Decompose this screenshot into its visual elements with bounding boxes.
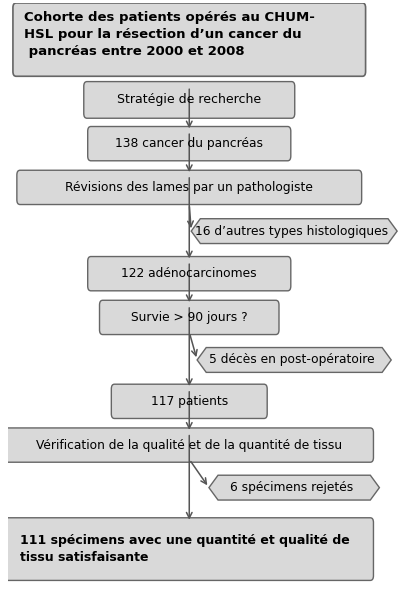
Text: Stratégie de recherche: Stratégie de recherche [117,93,261,106]
FancyBboxPatch shape [88,127,290,161]
Text: 6 spécimens rejetés: 6 spécimens rejetés [230,481,353,494]
Text: Vérification de la qualité et de la quantité de tissu: Vérification de la qualité et de la quan… [36,439,342,451]
Text: 111 spécimens avec une quantité et qualité de
tissu satisfaisante: 111 spécimens avec une quantité et quali… [20,534,349,564]
FancyBboxPatch shape [13,3,365,76]
FancyBboxPatch shape [17,170,361,205]
Polygon shape [209,475,378,500]
FancyBboxPatch shape [5,518,373,580]
FancyBboxPatch shape [83,82,294,118]
Text: Cohorte des patients opérés au CHUM-
HSL pour la résection d’un cancer du
 pancr: Cohorte des patients opérés au CHUM- HSL… [24,11,314,59]
Text: Survie > 90 jours ?: Survie > 90 jours ? [130,311,247,324]
Text: 5 décès en post-opératoire: 5 décès en post-opératoire [209,353,374,367]
FancyBboxPatch shape [99,300,278,334]
Text: 122 adénocarcinomes: 122 adénocarcinomes [121,267,256,280]
FancyBboxPatch shape [5,428,373,462]
Text: 117 patients: 117 patients [150,395,227,408]
FancyBboxPatch shape [88,257,290,291]
Text: 138 cancer du pancréas: 138 cancer du pancréas [115,137,263,150]
Polygon shape [191,219,396,244]
FancyBboxPatch shape [111,384,267,418]
Text: Révisions des lames par un pathologiste: Révisions des lames par un pathologiste [65,181,312,194]
Text: 16 d’autres types histologiques: 16 d’autres types histologiques [195,224,387,238]
Polygon shape [197,347,390,373]
